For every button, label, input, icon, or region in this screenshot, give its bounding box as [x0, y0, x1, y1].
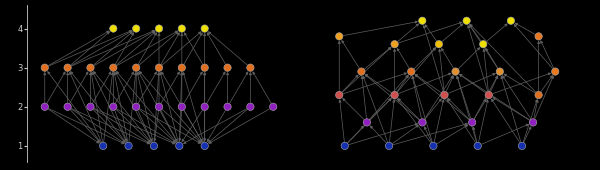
Point: [63, 66, 73, 69]
Point: [384, 144, 394, 147]
Point: [467, 121, 477, 124]
Point: [200, 105, 209, 108]
Point: [534, 35, 544, 38]
Point: [177, 105, 187, 108]
Point: [40, 66, 50, 69]
Point: [362, 121, 372, 124]
Point: [406, 70, 416, 73]
Point: [478, 43, 488, 46]
Point: [200, 66, 209, 69]
Point: [154, 27, 164, 30]
Point: [340, 144, 350, 147]
Point: [418, 19, 427, 22]
Point: [418, 121, 427, 124]
Point: [149, 144, 159, 147]
Point: [528, 121, 538, 124]
Point: [98, 144, 108, 147]
Point: [495, 70, 505, 73]
Point: [245, 105, 255, 108]
Point: [124, 144, 133, 147]
Point: [434, 43, 444, 46]
Point: [245, 66, 255, 69]
Point: [109, 27, 118, 30]
Point: [451, 70, 460, 73]
Point: [175, 144, 184, 147]
Point: [63, 105, 73, 108]
Point: [390, 43, 400, 46]
Point: [550, 70, 560, 73]
Point: [356, 70, 366, 73]
Point: [200, 27, 209, 30]
Point: [86, 105, 95, 108]
Point: [131, 66, 141, 69]
Point: [223, 105, 232, 108]
Point: [200, 144, 209, 147]
Point: [131, 27, 141, 30]
Point: [534, 94, 544, 96]
Point: [484, 94, 494, 96]
Point: [334, 35, 344, 38]
Point: [109, 66, 118, 69]
Point: [390, 94, 400, 96]
Point: [428, 144, 438, 147]
Point: [154, 105, 164, 108]
Point: [154, 66, 164, 69]
Point: [462, 19, 472, 22]
Point: [177, 27, 187, 30]
Point: [334, 94, 344, 96]
Point: [177, 66, 187, 69]
Point: [223, 66, 232, 69]
Point: [473, 144, 482, 147]
Point: [440, 94, 449, 96]
Point: [86, 66, 95, 69]
Point: [109, 105, 118, 108]
Point: [517, 144, 527, 147]
Point: [131, 105, 141, 108]
Point: [506, 19, 516, 22]
Point: [40, 105, 50, 108]
Point: [268, 105, 278, 108]
